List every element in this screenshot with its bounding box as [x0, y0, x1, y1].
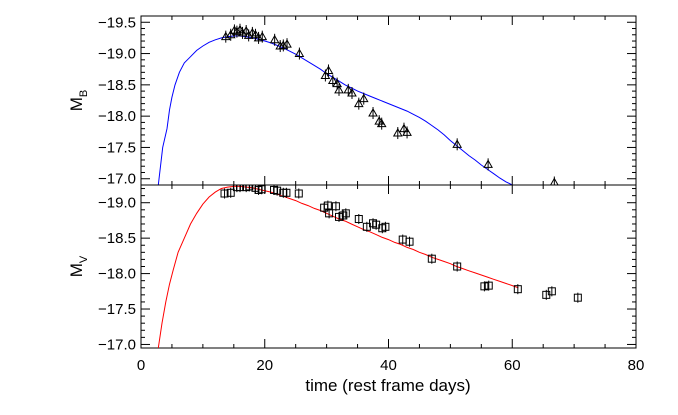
top-data-point — [402, 127, 412, 136]
bottom-model-curve — [157, 185, 519, 348]
x-tick-label: 20 — [256, 357, 273, 374]
top-data-point — [376, 118, 387, 128]
top-data-point — [334, 84, 344, 94]
x-axis-label: time (rest frame days) — [305, 376, 470, 395]
top-data-point — [320, 70, 331, 79]
bottom-plot-area — [157, 185, 582, 348]
bottom-data-point — [381, 222, 390, 231]
bottom-data-point — [405, 237, 414, 246]
bottom-data-point — [341, 209, 350, 218]
top-data-point — [253, 32, 264, 42]
top-data-point — [282, 39, 292, 48]
top-data-point — [323, 65, 334, 74]
bottom-y-tick-label: −17.5 — [98, 301, 136, 318]
top-data-point — [399, 123, 409, 133]
bottom-data-point — [354, 215, 363, 224]
top-data-point — [257, 31, 268, 41]
top-data-point — [343, 84, 354, 94]
top-data-point — [250, 29, 261, 39]
top-data-point — [550, 177, 559, 185]
bottom-data-point — [547, 287, 556, 296]
top-y-tick-label: −19.0 — [98, 46, 136, 63]
bottom-data-point — [273, 186, 282, 195]
bottom-y-axis-label: MV — [67, 255, 90, 277]
top-data-point — [332, 78, 343, 88]
bottom-data-point — [513, 285, 522, 294]
top-data-point — [275, 41, 286, 50]
bottom-data-point — [257, 185, 266, 194]
top-y-tick-label: −19.5 — [98, 14, 136, 31]
bottom-data-point — [427, 254, 436, 263]
top-model-curve — [157, 35, 514, 185]
top-data-point — [368, 108, 378, 117]
bottom-data-point — [282, 188, 291, 197]
x-tick-label: 40 — [380, 357, 397, 374]
top-data-point — [358, 93, 369, 103]
top-data-point — [392, 128, 403, 137]
bottom-data-point — [480, 282, 489, 291]
bottom-plot-frame — [140, 184, 637, 349]
bottom-y-tick-label: −17.0 — [98, 336, 136, 353]
bottom-data-point — [226, 188, 235, 197]
x-tick-label: 60 — [504, 357, 521, 374]
top-data-point — [294, 48, 305, 58]
bottom-data-point — [236, 185, 244, 192]
top-panel-magnitude-b: −17.0 −17.5 −18.0 −18.5 −19.0 −19.5 MB — [67, 14, 637, 188]
top-data-point — [232, 26, 242, 36]
top-plot-frame — [140, 15, 637, 186]
top-data-point — [237, 27, 248, 37]
bottom-data-point — [484, 281, 493, 290]
top-y-tick-label: −18.5 — [98, 77, 136, 94]
top-data-point — [278, 40, 289, 49]
bottom-data-point — [339, 211, 348, 220]
x-tick-label: 0 — [137, 357, 145, 374]
bottom-data-point — [453, 262, 462, 271]
bottom-data-point — [294, 189, 303, 198]
bottom-y-tick-label: −19.0 — [98, 195, 136, 212]
top-data-point — [269, 34, 280, 44]
top-plot-area — [157, 23, 559, 185]
top-data-point — [347, 87, 357, 97]
top-data-point — [327, 75, 338, 84]
top-y-tick-label: −18.0 — [98, 108, 136, 125]
bottom-panel-magnitude-v: −17.0 −17.5 −18.0 −18.5 −19.0 MV — [67, 184, 637, 353]
bottom-data-point — [331, 202, 340, 211]
top-data-point — [243, 30, 254, 39]
x-tick-label: 80 — [628, 357, 645, 374]
bottom-data-point — [245, 185, 254, 191]
bottom-data-point — [325, 209, 334, 218]
bottom-data-point — [573, 293, 582, 302]
top-data-point — [353, 98, 364, 108]
bottom-data-point — [220, 189, 229, 198]
top-y-tick-label: −17.5 — [98, 139, 136, 156]
top-y-axis-label: MB — [67, 90, 90, 112]
bottom-y-tick-label: −18.5 — [98, 230, 136, 247]
top-data-point — [452, 139, 463, 148]
top-data-point — [483, 159, 493, 168]
bottom-data-point — [323, 201, 332, 210]
top-y-tick-label: −17.0 — [98, 171, 136, 188]
bottom-y-tick-label: −18.0 — [98, 266, 136, 283]
x-tick-labels: 0 20 40 60 80 — [137, 357, 645, 374]
